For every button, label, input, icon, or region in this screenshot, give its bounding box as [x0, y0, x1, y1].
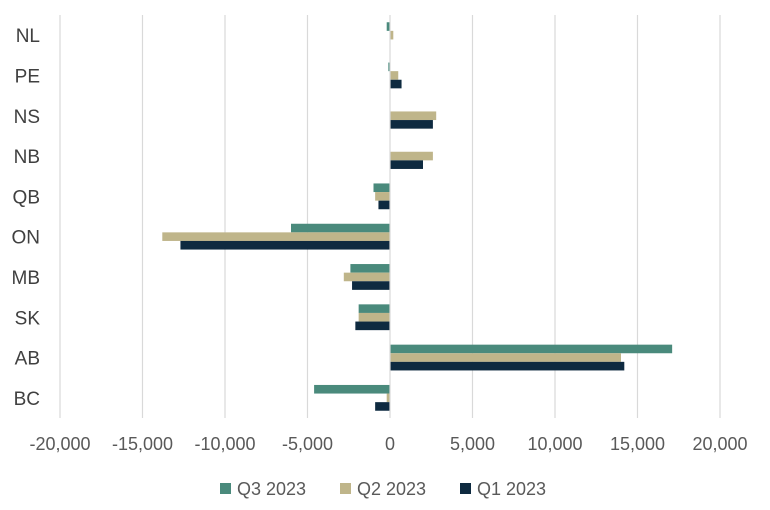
legend-swatch	[340, 483, 351, 494]
category-label: NS	[14, 107, 40, 128]
bar	[390, 344, 673, 354]
bar	[352, 281, 390, 290]
bar	[291, 223, 390, 233]
legend-label: Q1 2023	[477, 479, 546, 499]
x-tick-label: -20,000	[29, 434, 90, 454]
bar	[378, 200, 390, 210]
x-tick-label: -15,000	[112, 434, 173, 454]
bar	[390, 151, 433, 161]
bar	[388, 62, 390, 72]
bar	[162, 232, 390, 241]
legend-swatch	[460, 483, 471, 494]
bar	[390, 361, 625, 371]
category-label: PE	[15, 66, 40, 87]
bar	[386, 393, 390, 403]
bar	[375, 402, 390, 411]
legend-swatch	[220, 483, 231, 494]
legend: Q3 2023 Q2 2023 Q1 2023	[220, 479, 546, 499]
bar	[390, 79, 402, 89]
category-labels: NL PE NS NB QB ON MB SK AB BC	[12, 26, 41, 410]
bar	[358, 304, 390, 313]
bar	[180, 240, 390, 250]
bar	[390, 111, 437, 121]
x-tick-label: 20,000	[692, 434, 747, 454]
bar	[390, 353, 621, 362]
x-tick-label: 0	[385, 434, 395, 454]
x-tick-labels: -20,000 -15,000 -10,000 -5,000 0 5,000 10,000 1…	[29, 434, 747, 454]
bar	[350, 264, 390, 273]
bars	[162, 22, 673, 411]
bar	[355, 321, 390, 331]
x-tick-label: 10,000	[527, 434, 582, 454]
category-label: ON	[12, 228, 41, 249]
bar	[386, 22, 390, 31]
legend-label: Q2 2023	[357, 479, 426, 499]
category-label: AB	[15, 349, 40, 370]
x-tick-label: -10,000	[194, 434, 255, 454]
bar	[358, 312, 390, 322]
x-tick-label: 5,000	[450, 434, 495, 454]
category-label: NL	[16, 26, 40, 47]
x-tick-label: -5,000	[282, 434, 333, 454]
bar	[390, 120, 433, 129]
category-label: MB	[12, 268, 41, 289]
category-label: SK	[15, 308, 41, 329]
bar	[373, 183, 390, 193]
category-label: BC	[14, 389, 40, 410]
x-tick-label: 15,000	[610, 434, 665, 454]
legend-label: Q3 2023	[237, 479, 306, 499]
bar	[390, 30, 394, 40]
category-label: NB	[14, 147, 40, 168]
bar	[343, 272, 390, 282]
category-label: QB	[13, 187, 40, 208]
bar	[314, 384, 390, 394]
gridlines	[59, 15, 721, 418]
bar	[390, 160, 423, 169]
bar	[390, 71, 399, 80]
bar	[375, 192, 390, 201]
